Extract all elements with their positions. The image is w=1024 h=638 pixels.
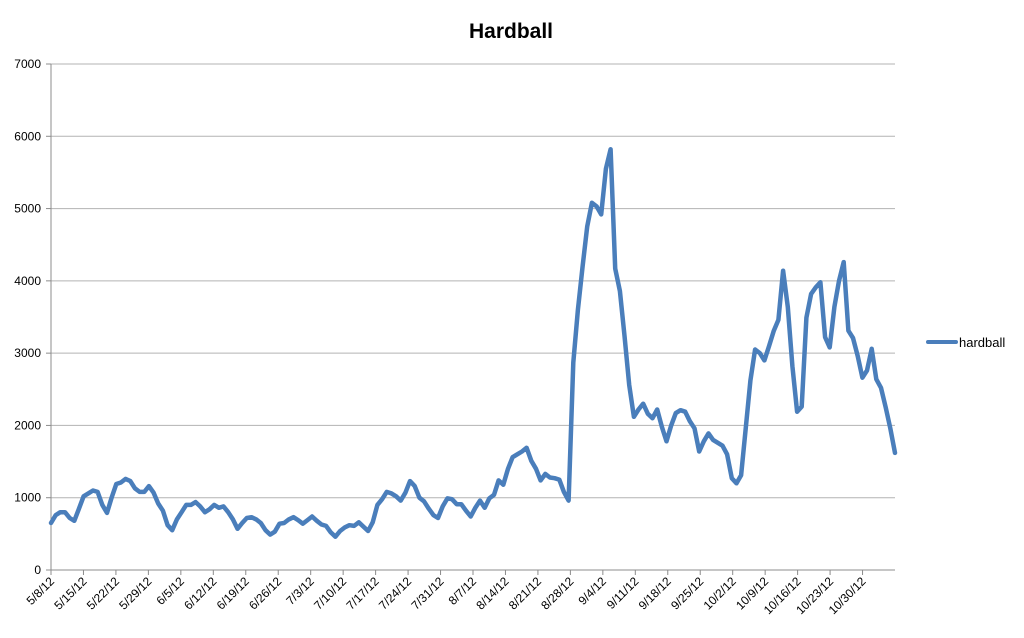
y-tick-label: 2000 (14, 418, 41, 432)
x-tick-label: 9/18/12 (636, 574, 674, 612)
x-tick-label: 5/22/12 (84, 574, 122, 612)
x-tick-label: 7/17/12 (344, 574, 382, 612)
y-tick-label: 7000 (14, 57, 41, 71)
chart-title: Hardball (469, 20, 553, 43)
x-tick-label: 7/31/12 (408, 574, 446, 612)
x-tick-label: 6/19/12 (214, 574, 252, 612)
legend: hardball (926, 335, 1005, 350)
y-axis-ticks: 0 1000 2000 3000 4000 5000 6000 7000 (14, 57, 51, 577)
series-line-hardball (48, 147, 898, 539)
x-axis-ticks: 5/8/125/15/125/22/125/29/126/5/126/12/12… (24, 570, 869, 617)
x-tick-label: 6/12/12 (181, 574, 219, 612)
x-tick-label: 9/25/12 (668, 574, 706, 612)
x-tick-label: 8/21/12 (506, 574, 544, 612)
y-tick-label: 1000 (14, 491, 41, 505)
y-tick-label: 6000 (14, 129, 41, 143)
x-tick-label: 8/28/12 (538, 574, 576, 612)
x-tick-label: 7/10/12 (311, 574, 349, 612)
legend-label-hardball: hardball (959, 335, 1005, 350)
x-tick-label: 8/14/12 (473, 574, 511, 612)
y-tick-label: 0 (34, 563, 41, 577)
x-tick-label: 7/24/12 (376, 574, 414, 612)
x-tick-label: 10/2/12 (701, 574, 739, 612)
y-tick-label: 3000 (14, 346, 41, 360)
x-tick-label: 5/29/12 (116, 574, 154, 612)
x-tick-label: 5/15/12 (51, 574, 89, 612)
x-tick-label: 9/11/12 (604, 574, 642, 612)
x-tick-label: 6/26/12 (246, 574, 284, 612)
y-tick-label: 5000 (14, 202, 41, 216)
series-lines (48, 147, 898, 539)
y-tick-label: 4000 (14, 274, 41, 288)
axes (50, 64, 895, 571)
gridlines (51, 63, 895, 499)
